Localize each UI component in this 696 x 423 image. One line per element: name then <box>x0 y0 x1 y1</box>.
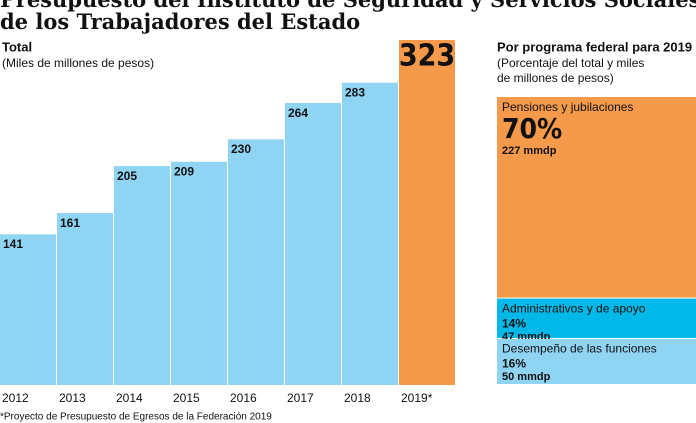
bar <box>228 139 284 385</box>
bar <box>399 40 455 385</box>
amount-label: 50 mmdp <box>502 371 551 383</box>
value-label: 283 <box>345 86 365 100</box>
value-label: 230 <box>231 142 251 156</box>
amount-label: 227 mmdp <box>502 145 557 157</box>
value-label: 14% <box>502 316 526 330</box>
chart-subtitle: (Miles de millones de pesos) <box>2 56 154 70</box>
value-label: 141 <box>3 237 23 251</box>
segment <box>497 97 696 298</box>
value-label: 264 <box>288 106 308 120</box>
value-label: 323 <box>399 39 455 74</box>
value-label: 70% <box>502 112 562 145</box>
x-tick-label: 2012 <box>2 391 29 405</box>
x-tick-label: 2019* <box>401 391 433 405</box>
segment-label: Pensiones y jubilaciones <box>502 100 633 114</box>
x-tick-label: 2018 <box>344 391 371 405</box>
value-label: 16% <box>502 357 526 371</box>
chart-title: Total <box>2 40 32 55</box>
page-title: Presupuesto del Instituto de Seguridad y… <box>0 0 696 34</box>
segment <box>497 298 696 338</box>
x-tick-label: 2015 <box>173 391 200 405</box>
segment <box>497 338 696 384</box>
value-label: 209 <box>174 165 194 179</box>
x-tick-label: 2016 <box>230 391 257 405</box>
segment-label: Administrativos y de apoyo <box>502 301 646 315</box>
segment-label: Desempeño de las funciones <box>502 342 657 356</box>
bar <box>0 234 56 385</box>
x-tick-label: 2013 <box>59 391 86 405</box>
chart-subtitle: (Porcentaje del total y miles de millones… <box>497 56 644 85</box>
x-tick-label: 2017 <box>287 391 314 405</box>
chart-title: Por programa federal para 2019 <box>497 40 692 55</box>
value-label: 205 <box>117 169 137 183</box>
bar <box>57 213 113 385</box>
bar <box>171 161 227 385</box>
bar <box>114 166 170 385</box>
bar <box>285 103 341 385</box>
x-tick-label: 2014 <box>116 391 143 405</box>
bar <box>342 82 398 385</box>
value-label: 161 <box>60 216 80 230</box>
footnote: *Proyecto de Presupuesto de Egresos de l… <box>0 411 272 422</box>
